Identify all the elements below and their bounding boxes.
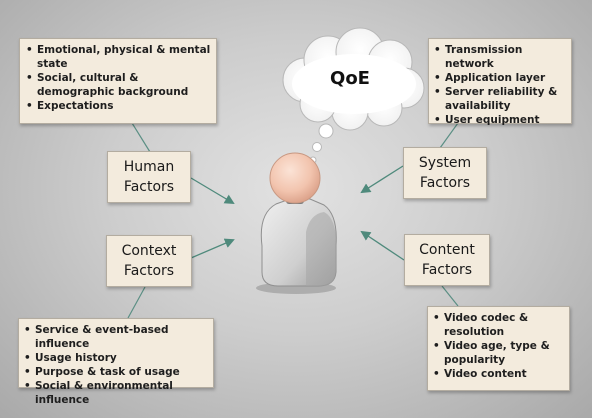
context-factors-title: Context bbox=[121, 243, 177, 259]
context-factors-list: Service & event-based influence Usage hi… bbox=[21, 323, 210, 407]
list-item: Social & environmental influence bbox=[21, 379, 210, 407]
list-item: User equipment bbox=[431, 113, 568, 127]
content-factors-title: Content bbox=[419, 242, 475, 258]
content-factors-subtitle: Factors bbox=[421, 262, 473, 278]
system-arrow bbox=[360, 165, 404, 194]
list-item: Application layer bbox=[431, 71, 568, 85]
human-factors-list-box: Emotional, physical & mental state Socia… bbox=[19, 38, 217, 124]
context-arrow bbox=[190, 238, 235, 259]
list-item: Video age, type & popularity bbox=[430, 339, 566, 367]
thought-bubble bbox=[312, 142, 322, 152]
content-connector bbox=[441, 285, 459, 307]
system-factors-box: System Factors bbox=[403, 147, 487, 199]
content-factors-list-box: Video codec & resolution Video age, type… bbox=[427, 306, 570, 391]
human-factors-box: Human Factors bbox=[107, 151, 191, 203]
list-item: Purpose & task of usage bbox=[21, 365, 210, 379]
context-factors-list-box: Service & event-based influence Usage hi… bbox=[18, 318, 214, 406]
content-factors-list: Video codec & resolution Video age, type… bbox=[430, 311, 566, 381]
human-factors-subtitle: Factors bbox=[123, 179, 175, 195]
content-arrow bbox=[360, 230, 405, 261]
human-arrow bbox=[190, 177, 235, 205]
list-item: Transmission network bbox=[431, 43, 568, 71]
human-connector bbox=[131, 122, 151, 153]
system-factors-list: Transmission network Application layer S… bbox=[431, 43, 568, 127]
list-item: Video content bbox=[430, 367, 566, 381]
list-item: Social, cultural & demographic backgroun… bbox=[23, 71, 212, 99]
person-icon bbox=[256, 152, 337, 294]
content-factors-box: Content Factors bbox=[404, 234, 490, 286]
thought-bubble bbox=[318, 123, 334, 139]
system-factors-title: System bbox=[418, 155, 472, 171]
system-connector bbox=[439, 122, 459, 149]
context-factors-box: Context Factors bbox=[106, 235, 192, 287]
system-factors-list-box: Transmission network Application layer S… bbox=[428, 38, 572, 127]
context-factors-subtitle: Factors bbox=[123, 263, 175, 279]
system-factors-subtitle: Factors bbox=[419, 175, 471, 191]
list-item: Emotional, physical & mental state bbox=[23, 43, 212, 71]
list-item: Expectations bbox=[23, 99, 212, 113]
context-connector bbox=[127, 286, 146, 319]
list-item: Video codec & resolution bbox=[430, 311, 566, 339]
list-item: Server reliability & availability bbox=[431, 85, 568, 113]
human-factors-list: Emotional, physical & mental state Socia… bbox=[23, 43, 212, 113]
qoe-label: QoE bbox=[330, 68, 370, 89]
human-factors-title: Human bbox=[123, 159, 175, 175]
list-item: Service & event-based influence bbox=[21, 323, 210, 351]
list-item: Usage history bbox=[21, 351, 210, 365]
qoe-cloud bbox=[282, 27, 425, 131]
